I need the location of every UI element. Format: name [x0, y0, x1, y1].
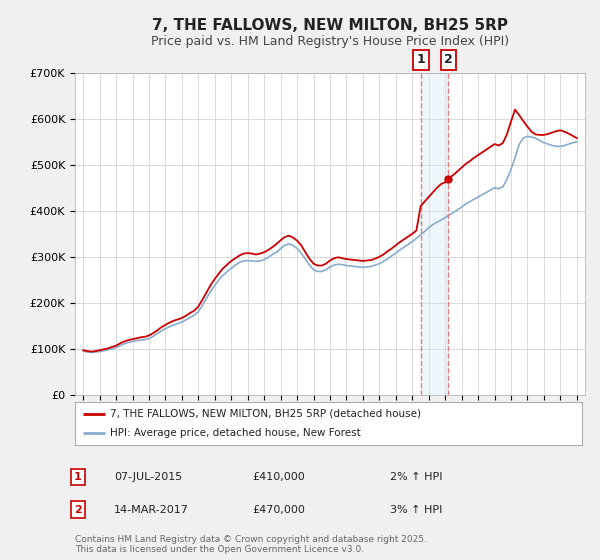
Bar [421, 73, 448, 395]
Text: 2: 2 [444, 53, 453, 67]
Text: 7, THE FALLOWS, NEW MILTON, BH25 5RP (detached house): 7, THE FALLOWS, NEW MILTON, BH25 5RP (de… [110, 409, 421, 419]
Text: 14-MAR-2017: 14-MAR-2017 [114, 505, 189, 515]
Text: 2: 2 [74, 505, 82, 515]
Text: Contains HM Land Registry data © Crown copyright and database right 2025.
This d: Contains HM Land Registry data © Crown c… [75, 535, 427, 554]
Text: 3% ↑ HPI: 3% ↑ HPI [390, 505, 442, 515]
Text: £470,000: £470,000 [252, 505, 305, 515]
Text: 2% ↑ HPI: 2% ↑ HPI [390, 472, 443, 482]
Text: Price paid vs. HM Land Registry's House Price Index (HPI): Price paid vs. HM Land Registry's House … [151, 35, 509, 49]
Text: 7, THE FALLOWS, NEW MILTON, BH25 5RP: 7, THE FALLOWS, NEW MILTON, BH25 5RP [152, 18, 508, 32]
Text: £410,000: £410,000 [252, 472, 305, 482]
Text: 1: 1 [416, 53, 425, 67]
Text: 07-JUL-2015: 07-JUL-2015 [114, 472, 182, 482]
Text: HPI: Average price, detached house, New Forest: HPI: Average price, detached house, New … [110, 428, 361, 438]
Text: 1: 1 [74, 472, 82, 482]
